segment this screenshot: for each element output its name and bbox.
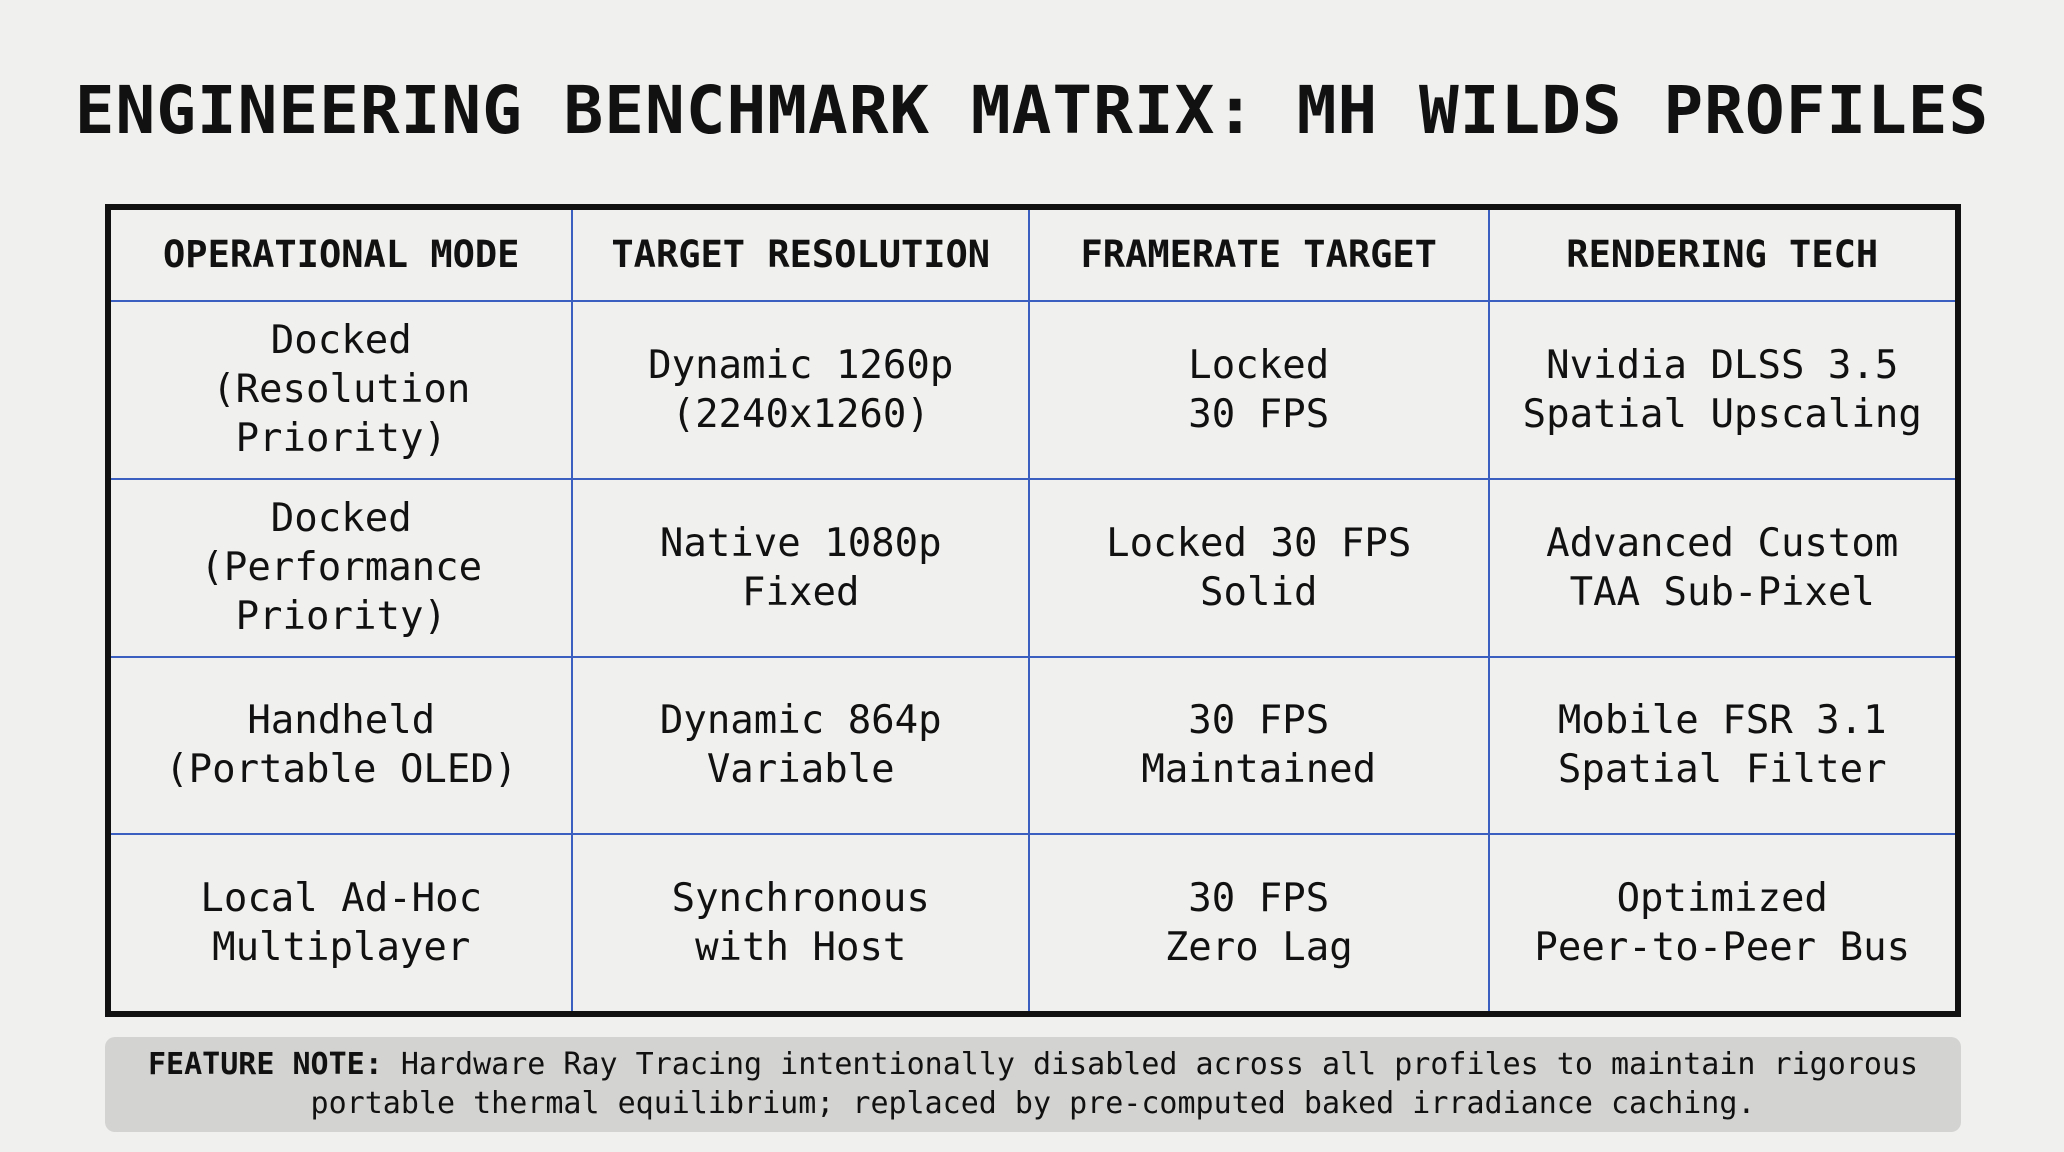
cell-line: TAA Sub-Pixel [1569, 569, 1875, 615]
cell-line: Priority) [235, 416, 447, 462]
table-cell: Docked (Resolution Priority) [111, 301, 574, 480]
page-title: ENGINEERING BENCHMARK MATRIX: MH WILDS P… [74, 72, 1990, 149]
cell-line: (2240x1260) [671, 391, 930, 437]
cell-line: Zero Lag [1164, 924, 1353, 970]
table-cell: Locked 30 FPS [1030, 301, 1490, 480]
header-cell: FRAMERATE TARGET [1030, 210, 1490, 302]
table-cell: Docked (Performance Priority) [111, 479, 574, 658]
cell-line: Handheld [247, 698, 436, 744]
header-text: OPERATIONAL MODE [163, 233, 520, 277]
cell-line: (Portable OLED) [165, 747, 518, 793]
cell-line: 30 FPS [1188, 698, 1330, 744]
table-cell: 30 FPS Maintained [1030, 657, 1490, 835]
table-cell: Mobile FSR 3.1 Spatial Filter [1489, 658, 1955, 835]
table-cell: Native 1080p Fixed [573, 479, 1030, 658]
header-text: RENDERING TECH [1566, 233, 1879, 277]
table-cell: Handheld (Portable OLED) [111, 657, 574, 835]
header-cell: TARGET RESOLUTION [573, 210, 1030, 302]
cell-line: Docked [270, 496, 412, 542]
cell-line: Optimized [1616, 875, 1828, 921]
cell-line: Maintained [1141, 747, 1377, 793]
cell-line: Local Ad-Hoc [200, 875, 483, 921]
cell-line: Locked 30 FPS [1106, 520, 1412, 566]
note-label: FEATURE NOTE: [147, 1047, 383, 1082]
cell-line: with Host [695, 924, 907, 970]
header-text: TARGET RESOLUTION [611, 233, 991, 277]
cell-line: Spatial Filter [1557, 747, 1887, 793]
table-cell: Local Ad-Hoc Multiplayer [111, 834, 574, 1011]
cell-line: Solid [1200, 569, 1318, 615]
cell-line: Peer-to-Peer Bus [1534, 924, 1911, 970]
feature-note: FEATURE NOTE: Hardware Ray Tracing inten… [105, 1037, 1961, 1132]
cell-line: Native 1080p [659, 520, 942, 566]
cell-line: Dynamic 864p [659, 698, 942, 744]
table-cell: Optimized Peer-to-Peer Bus [1490, 835, 1955, 1011]
cell-line: Nvidia DLSS 3.5 [1546, 342, 1899, 388]
cell-line: Fixed [742, 569, 860, 615]
cell-line: Spatial Upscaling [1522, 391, 1922, 437]
header-cell: OPERATIONAL MODE [111, 210, 574, 302]
table-cell: Synchronous with Host [573, 834, 1030, 1011]
table-cell: 30 FPS Zero Lag [1030, 834, 1490, 1011]
cell-line: Priority) [235, 594, 447, 640]
table-cell: Locked 30 FPS Solid [1030, 479, 1490, 658]
cell-line: 30 FPS [1188, 391, 1330, 437]
table-cell: Nvidia DLSS 3.5 Spatial Upscaling [1489, 302, 1955, 480]
benchmark-table: OPERATIONAL MODE TARGET RESOLUTION FRAMERA… [105, 204, 1961, 1017]
cell-line: Synchronous [671, 875, 930, 921]
table-cell: Dynamic 864p Variable [573, 657, 1030, 835]
cell-line: Multiplayer [212, 924, 471, 970]
cell-line: Locked [1188, 342, 1330, 388]
note-text: Hardware Ray Tracing intentionally disab… [310, 1047, 1919, 1121]
header-text: FRAMERATE TARGET [1080, 233, 1437, 277]
cell-line: Mobile FSR 3.1 [1557, 698, 1887, 744]
cell-line: (Resolution [212, 367, 471, 413]
cell-line: (Performance [200, 545, 483, 591]
cell-line: Dynamic 1260p [648, 342, 954, 388]
table-cell: Dynamic 1260p (2240x1260) [573, 301, 1030, 480]
cell-line: 30 FPS [1188, 875, 1330, 921]
header-cell: RENDERING TECH [1489, 210, 1955, 302]
cell-line: Docked [270, 318, 412, 364]
cell-line: Advanced Custom [1546, 520, 1899, 566]
table-cell: Advanced Custom TAA Sub-Pixel [1489, 480, 1955, 658]
cell-line: Variable [706, 747, 895, 793]
